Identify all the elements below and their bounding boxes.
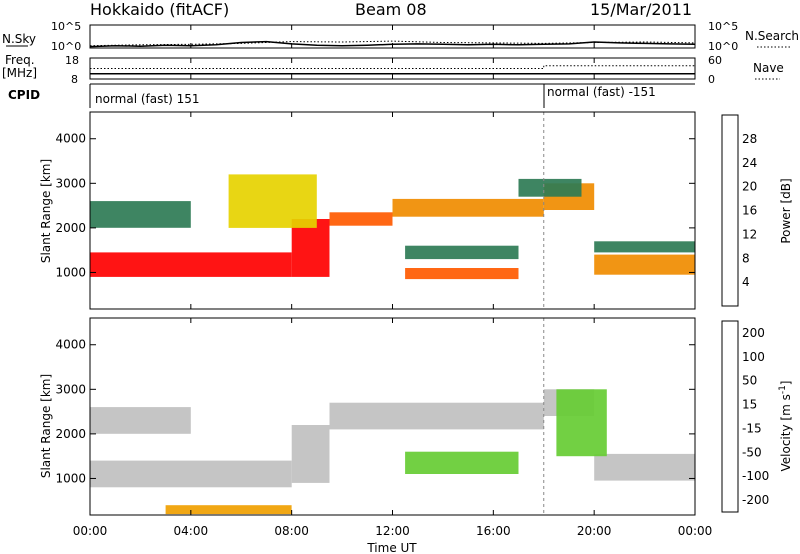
power-band-12 <box>518 178 582 197</box>
power-colorbar-tick: 4 <box>742 275 750 289</box>
power-ytick-label: 4000 <box>55 132 86 146</box>
time-axis: 00:00 04:00 08:00 12:00 16:00 20:00 00:00 Time… <box>73 25 713 554</box>
velocity-colorbar-tick: -15 <box>742 421 762 435</box>
nsearch-label: N.Search <box>745 29 799 43</box>
power-colorbar-tick: 16 <box>742 204 757 218</box>
freq-panel: Freq. [MHz] 18 8 60 0 Nave <box>2 53 784 86</box>
power-colorbar-tick: 12 <box>742 227 757 241</box>
power-panel: Slant Range [km] 1000 2000 3000 4000 4 8 12 16… <box>39 111 793 310</box>
velocity-colorbar-tick: 200 <box>742 326 765 340</box>
power-ytick-label: 3000 <box>55 176 86 190</box>
power-ytick-label: 2000 <box>55 221 86 235</box>
freq-label: Freq. <box>5 53 35 67</box>
power-band-10 <box>405 268 519 280</box>
nave-series <box>90 65 695 69</box>
time-tick-label: 08:00 <box>274 524 309 538</box>
power-colorbar-tick: 28 <box>742 132 757 146</box>
velocity-ytick-label: 4000 <box>55 338 86 352</box>
velocity-panel: Slant Range [km] 1000 2000 3000 4000 200 100… <box>39 317 793 516</box>
velocity-band-6 <box>90 407 191 434</box>
time-tick-label: 20:00 <box>577 524 612 538</box>
noise-panel: N.Sky 10^5 10^0 10^5 10^0 N.Search <box>2 20 799 53</box>
freq-unit-label: [MHz] <box>2 66 37 80</box>
power-colorbar-label: Power [dB] <box>779 178 793 243</box>
power-colorbar-tick: 24 <box>742 156 757 170</box>
beam-title: Beam 08 <box>355 0 427 19</box>
nave-tick-top: 60 <box>708 54 722 67</box>
nave-tick-bottom: 0 <box>708 73 715 86</box>
velocity-colorbar-tick: -100 <box>742 469 769 483</box>
time-tick-label: 04:00 <box>174 524 209 538</box>
velocity-band-7 <box>405 451 519 474</box>
noise-series-2 <box>89 40 696 47</box>
power-band-2 <box>291 219 330 277</box>
power-band-7 <box>90 201 191 228</box>
power-band-8 <box>228 174 317 228</box>
power-band-11 <box>594 241 695 253</box>
freq-tick-top: 18 <box>65 54 79 67</box>
velocity-colorbar-tick: -50 <box>742 445 762 459</box>
time-axis-label: Time UT <box>366 541 417 554</box>
site-title: Hokkaido (fitACF) <box>90 0 229 19</box>
velocity-colorbar-tick: 50 <box>742 374 757 388</box>
power-colorbar-tick: 20 <box>742 180 757 194</box>
velocity-band-5 <box>594 453 695 481</box>
velocity-colorbar-label: Velocity [m s-1] <box>778 381 793 472</box>
nave-label: Nave <box>753 61 784 75</box>
velocity-band-1 <box>90 460 292 488</box>
time-tick-label: 00:00 <box>73 524 108 538</box>
velocity-ytick-label: 3000 <box>55 382 86 396</box>
cpid-segment-2: normal (fast) -151 <box>547 85 656 99</box>
velocity-band-3 <box>329 402 544 430</box>
velocity-ytick-label: 1000 <box>55 471 86 485</box>
power-band-3 <box>329 212 393 226</box>
velocity-band-8 <box>556 389 607 457</box>
nsearch-tick-top: 10^5 <box>708 20 738 33</box>
velocity-ytick-label: 2000 <box>55 427 86 441</box>
nsearch-tick-bottom: 10^0 <box>708 40 738 53</box>
velocity-band-2 <box>291 425 330 483</box>
nsky-tick-bottom: 10^0 <box>51 40 81 53</box>
power-band-1 <box>90 252 292 277</box>
velocity-colorbar-tick: 15 <box>742 398 757 412</box>
power-ytick-label: 1000 <box>55 265 86 279</box>
time-tick-label: 00:00 <box>678 524 713 538</box>
nsky-tick-top: 10^5 <box>51 20 81 33</box>
time-tick-label: 12:00 <box>375 524 410 538</box>
nsky-label: N.Sky <box>2 32 36 46</box>
power-colorbar-tick: 8 <box>742 251 750 265</box>
time-tick-label: 16:00 <box>476 524 511 538</box>
power-band-6 <box>594 254 695 275</box>
velocity-colorbar-tick: -200 <box>742 493 769 507</box>
power-band-9 <box>405 245 519 260</box>
velocity-colorbar-tick: 100 <box>742 350 765 364</box>
date-title: 15/Mar/2011 <box>590 0 692 19</box>
velocity-ylabel: Slant Range [km] <box>39 374 53 478</box>
velocity-band-9 <box>165 505 292 515</box>
power-ylabel: Slant Range [km] <box>39 159 53 263</box>
cpid-panel: CPID normal (fast) 151 normal (fast) -15… <box>8 83 695 108</box>
freq-tick-bottom: 8 <box>71 73 78 86</box>
cpid-label: CPID <box>8 88 40 102</box>
cpid-segment-1: normal (fast) 151 <box>95 92 199 106</box>
power-band-4 <box>392 198 544 217</box>
